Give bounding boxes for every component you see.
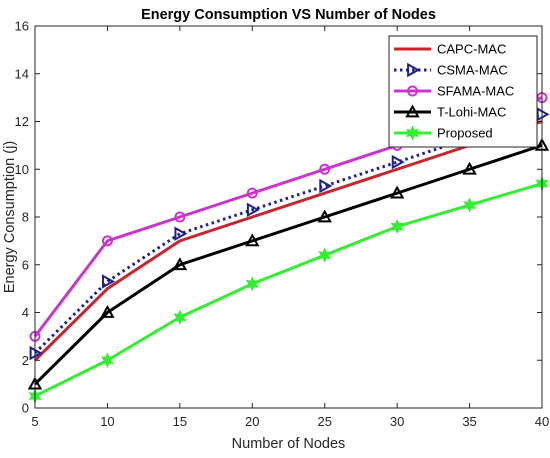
- x-tick-label: 35: [462, 414, 476, 429]
- data-point-marker: [100, 352, 115, 368]
- data-point-marker: [102, 274, 115, 289]
- x-tick-label: 25: [317, 414, 331, 429]
- data-point-marker: [174, 211, 186, 223]
- y-tick-label: 12: [15, 114, 29, 129]
- x-axis-label: Number of Nodes: [232, 436, 346, 452]
- legend-label: CAPC-MAC: [437, 42, 506, 57]
- data-point-marker: [246, 187, 258, 199]
- x-tick-label: 15: [173, 414, 187, 429]
- tick-layer: 5 10 15 20 25 30 35 40 0 2 4 6 8 10 12 14 16: [15, 19, 550, 430]
- x-tick-label: 5: [31, 414, 38, 429]
- y-tick-label: 16: [15, 19, 29, 34]
- legend-item: Proposed: [394, 125, 493, 141]
- series-line: [33, 120, 543, 362]
- data-point-marker: [101, 235, 113, 247]
- data-point-marker: [245, 276, 259, 292]
- data-point-marker: [246, 202, 260, 218]
- legend-item: CAPC-MAC: [394, 42, 506, 57]
- data-point-marker: [389, 185, 405, 199]
- y-tick-label: 0: [22, 401, 29, 416]
- y-axis-label: Energy Consumption (j): [2, 141, 18, 293]
- data-point-marker: [100, 304, 115, 318]
- legend-label: CSMA-MAC: [437, 63, 508, 78]
- legend-swatch-marker: [405, 104, 420, 118]
- data-point-marker: [319, 178, 333, 194]
- legend-item: CSMA-MAC: [394, 63, 508, 78]
- data-point-marker: [318, 247, 332, 263]
- y-tick-label: 8: [22, 210, 29, 225]
- series-capc-mac: [33, 120, 543, 362]
- legend-swatch-marker: [407, 62, 421, 78]
- legend-label: T-Lohi-MAC: [437, 105, 506, 120]
- x-tick-label: 30: [390, 414, 404, 429]
- data-point-marker: [391, 154, 405, 170]
- data-point-marker: [174, 226, 188, 241]
- data-point-marker: [390, 218, 404, 235]
- data-point-marker: [319, 163, 331, 175]
- data-point-marker: [317, 209, 332, 223]
- series-line: [34, 182, 543, 398]
- x-tick-label: 40: [535, 414, 549, 429]
- series-t-lohi-mac: [27, 137, 550, 390]
- legend: CAPC-MAC CSMA-MAC SFAMA-MAC T-Lohi-MAC Propo…: [388, 35, 538, 148]
- y-tick-label: 6: [22, 257, 29, 272]
- y-tick-label: 14: [15, 66, 29, 81]
- y-tick-label: 2: [22, 353, 29, 368]
- legend-swatch-marker: [407, 85, 418, 97]
- data-point-marker: [536, 107, 550, 122]
- series-line: [33, 143, 543, 386]
- data-point-marker: [462, 161, 477, 175]
- data-point-marker: [245, 233, 260, 247]
- data-point-marker: [462, 197, 477, 213]
- legend-item: SFAMA-MAC: [394, 84, 514, 99]
- x-tick-label: 20: [245, 414, 259, 429]
- chart-title: Energy Consumption VS Number of Nodes: [141, 7, 436, 23]
- legend-swatch-marker: [405, 125, 420, 141]
- data-point-marker: [172, 257, 188, 271]
- y-tick-label: 10: [15, 162, 29, 177]
- data-point-marker: [173, 309, 187, 325]
- y-tick-label: 4: [22, 305, 29, 320]
- series-proposed: [28, 175, 549, 404]
- x-tick-label: 10: [100, 414, 114, 429]
- data-point-marker: [29, 345, 43, 361]
- legend-label: SFAMA-MAC: [437, 84, 514, 99]
- legend-label: Proposed: [437, 126, 493, 141]
- legend-item: T-Lohi-MAC: [394, 104, 506, 120]
